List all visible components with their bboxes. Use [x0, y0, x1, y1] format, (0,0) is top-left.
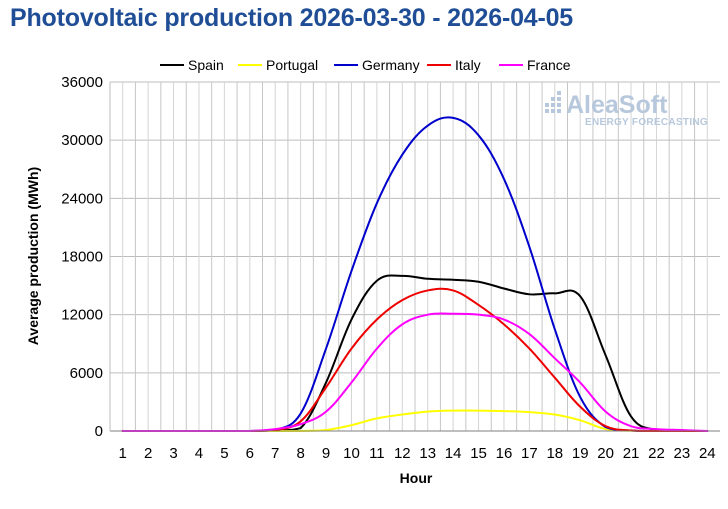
legend-label: Italy: [455, 57, 481, 73]
x-tick-label: 8: [296, 445, 304, 462]
legend-item-france: France: [499, 57, 571, 73]
watermark-tagline: ENERGY FORECASTING: [585, 117, 708, 128]
legend-label: France: [527, 57, 571, 73]
x-tick-label: 4: [195, 445, 203, 462]
chart-title: Photovoltaic production 2026-03-30 - 202…: [10, 4, 574, 32]
x-tick-label: 10: [343, 445, 360, 462]
y-tick-labels: 0 6000 12000 18000 24000 30000 36000: [61, 74, 103, 440]
y-tick-label: 36000: [61, 74, 103, 91]
x-tick-label: 7: [271, 445, 279, 462]
x-tick-label: 1: [119, 445, 127, 462]
x-tick-label: 14: [445, 445, 462, 462]
x-tick-label: 19: [572, 445, 589, 462]
y-tick-label: 0: [95, 423, 103, 440]
x-tick-labels: 1 2 3 4 5 6 7 8 9 10 11 12 13 14 15 16 17 18 19 20 21 22 23 24: [119, 445, 716, 462]
x-tick-label: 15: [470, 445, 487, 462]
x-tick-label: 12: [394, 445, 411, 462]
y-axis-title: Average production (MWh): [25, 167, 41, 345]
y-tick-label: 12000: [61, 307, 103, 324]
legend-item-italy: Italy: [427, 57, 481, 73]
legend-item-spain: Spain: [160, 57, 224, 73]
x-tick-label: 2: [144, 445, 152, 462]
x-tick-label: 20: [597, 445, 614, 462]
x-tick-label: 5: [220, 445, 228, 462]
x-tick-label: 24: [699, 445, 716, 462]
y-tick-label: 18000: [61, 249, 103, 266]
legend-label: Spain: [188, 57, 224, 73]
watermark-name: AleaSoft: [566, 91, 668, 119]
x-tick-label: 22: [648, 445, 665, 462]
x-tick-label: 13: [419, 445, 436, 462]
legend-label: Germany: [362, 57, 420, 73]
legend-item-portugal: Portugal: [238, 57, 318, 73]
aleasoft-watermark: AleaSoft ENERGY FORECASTING: [545, 91, 708, 128]
aleasoft-logo-icon: [545, 91, 561, 113]
y-tick-label: 30000: [61, 132, 103, 149]
x-tick-label: 23: [674, 445, 691, 462]
x-tick-label: 11: [369, 445, 385, 462]
y-tick-label: 24000: [61, 190, 103, 207]
grid-lines: [109, 81, 720, 432]
x-tick-label: 17: [521, 445, 538, 462]
x-axis-title: Hour: [400, 470, 433, 486]
legend-label: Portugal: [266, 57, 318, 73]
x-tick-label: 3: [169, 445, 177, 462]
x-tick-label: 6: [246, 445, 254, 462]
y-tick-label: 6000: [70, 365, 103, 382]
x-tick-label: 18: [546, 445, 563, 462]
x-tick-label: 16: [496, 445, 513, 462]
legend-item-germany: Germany: [334, 57, 420, 73]
axes: [109, 82, 720, 432]
x-tick-label: 21: [623, 445, 640, 462]
x-tick-label: 9: [322, 445, 330, 462]
legend: Spain Portugal Germany Italy France: [160, 57, 571, 73]
